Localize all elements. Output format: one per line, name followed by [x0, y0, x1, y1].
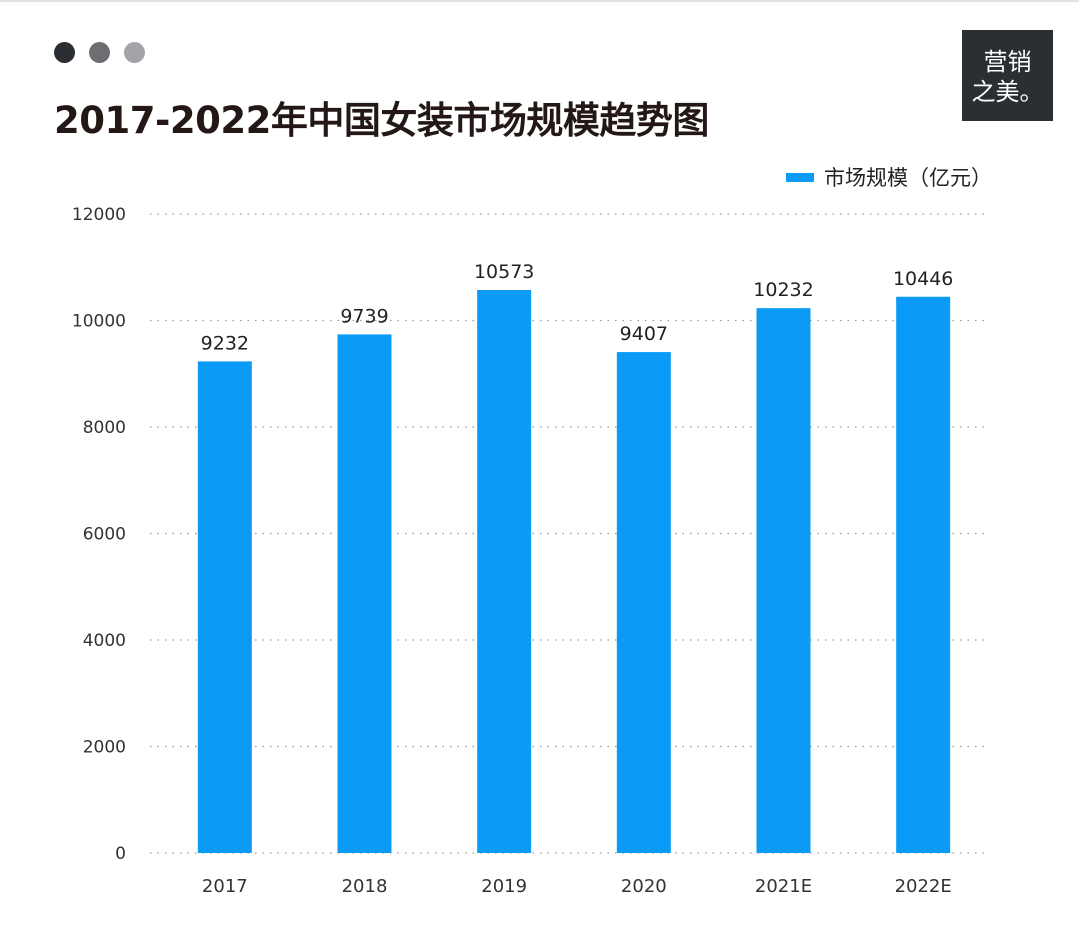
- window-dot-3: [124, 42, 145, 63]
- y-tick-label: 8000: [83, 418, 126, 438]
- logo-line-1: 营销: [983, 48, 1032, 76]
- data-label: 9739: [340, 305, 388, 327]
- brand-logo: 营销 之美。: [962, 30, 1053, 121]
- legend: 市场规模（亿元）: [786, 162, 992, 192]
- data-label: 10446: [893, 268, 953, 290]
- data-label: 9232: [201, 332, 249, 354]
- top-border: [0, 0, 1079, 2]
- bar: [896, 296, 951, 853]
- y-tick-label: 0: [115, 844, 126, 864]
- logo-line-2: 之美。: [971, 78, 1044, 106]
- bar: [616, 352, 671, 853]
- data-label: 10232: [753, 279, 813, 301]
- bar: [337, 334, 392, 853]
- legend-label: 市场规模（亿元）: [824, 166, 992, 190]
- x-tick-label: 2021E: [755, 876, 812, 897]
- y-tick-label: 6000: [83, 525, 126, 545]
- data-label: 9407: [620, 323, 668, 345]
- window-dot-2: [89, 42, 110, 63]
- x-tick-label: 2019: [481, 876, 527, 897]
- y-tick-label: 10000: [72, 312, 126, 332]
- y-tick-label: 2000: [83, 738, 126, 758]
- data-label: 10573: [474, 261, 534, 283]
- bar: [477, 289, 532, 853]
- x-tick-label: 2020: [621, 876, 667, 897]
- x-tick-label: 2018: [342, 876, 388, 897]
- bar: [197, 361, 252, 853]
- bar: [756, 308, 811, 853]
- chart-title: 2017-2022年中国女装市场规模趋势图: [54, 99, 709, 142]
- y-tick-label: 12000: [72, 205, 126, 225]
- x-tick-label: 2022E: [895, 876, 952, 897]
- x-tick-label: 2017: [202, 876, 248, 897]
- legend-swatch: [786, 172, 814, 182]
- y-tick-label: 4000: [83, 631, 126, 651]
- window-dot-1: [54, 42, 75, 63]
